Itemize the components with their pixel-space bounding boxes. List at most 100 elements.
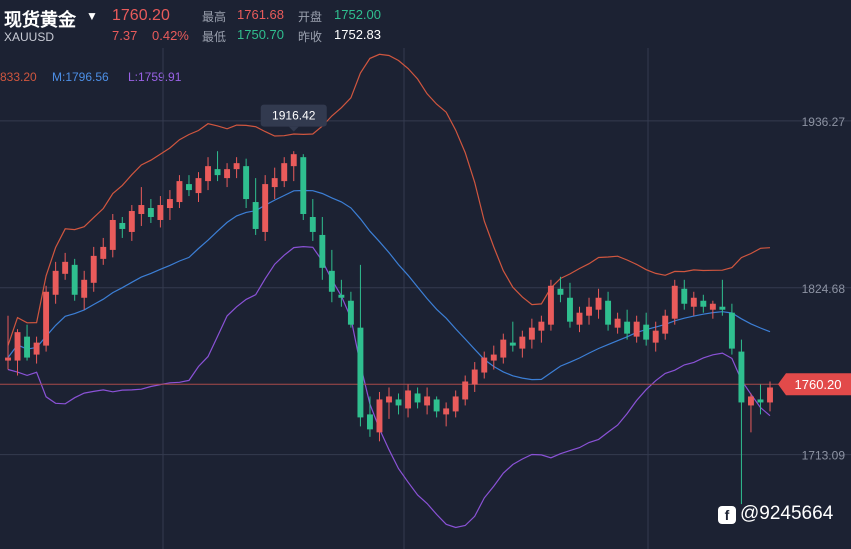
- candle-body: [557, 288, 564, 295]
- platform-logo-icon: f: [718, 506, 736, 524]
- high-value: 1761.68: [237, 7, 284, 22]
- callout-pointer: [288, 126, 299, 132]
- low-label: 最低: [202, 30, 227, 44]
- y-tick-label: 1713.09: [802, 449, 846, 463]
- candle-body: [347, 300, 354, 325]
- candle-body: [700, 300, 707, 307]
- prev-close-label: 昨收: [298, 30, 323, 44]
- candle-body: [738, 351, 745, 403]
- lower-band-value: L:1759.91: [128, 70, 182, 84]
- candle-body: [728, 312, 735, 349]
- candle-body: [328, 270, 335, 292]
- candle-body: [471, 369, 478, 385]
- candle-body: [538, 321, 545, 331]
- candle-body: [662, 315, 669, 334]
- candle-body: [43, 291, 50, 346]
- candle-body: [586, 306, 592, 316]
- middle-band-line: [7, 189, 771, 381]
- candle-body: [681, 288, 688, 304]
- candle-body: [605, 300, 612, 325]
- candle-body: [652, 330, 659, 343]
- candle-body: [14, 332, 21, 361]
- candle-body: [186, 184, 192, 191]
- candle-body: [386, 396, 392, 403]
- candle-body: [519, 336, 526, 349]
- candle-body: [614, 318, 621, 328]
- candle-body: [290, 154, 297, 167]
- candle-body: [109, 219, 116, 250]
- candle-body: [224, 169, 231, 179]
- high-callout: 1916.42: [260, 104, 327, 132]
- candle-body: [195, 178, 202, 194]
- quote-header: 现货黄金 ▼ XAUUSD 1760.20 7.37 0.42% 最高 1761…: [0, 0, 851, 48]
- candle-body: [271, 178, 278, 188]
- high-label: 最高: [202, 10, 227, 24]
- y-tick-label: 1936.27: [802, 115, 846, 129]
- current-price-tag: 1760.20: [778, 373, 851, 396]
- candle-body: [567, 297, 573, 322]
- candle-body: [214, 169, 221, 176]
- candle-body: [157, 205, 164, 220]
- candle-body: [52, 270, 59, 295]
- candle-body: [490, 354, 497, 361]
- candle-body: [376, 399, 383, 433]
- candle-body: [528, 327, 535, 340]
- candle-body: [300, 157, 307, 215]
- price-change: 7.37: [112, 28, 138, 43]
- candle-body: [643, 324, 650, 340]
- candle-body: [309, 216, 316, 232]
- callout-label: 1916.42: [272, 109, 316, 123]
- candle-body: [262, 184, 269, 232]
- instrument-code: XAUUSD: [4, 30, 55, 44]
- candle-body: [119, 222, 126, 229]
- candle-body: [509, 342, 516, 346]
- candle-body: [90, 255, 97, 283]
- candle-body: [452, 396, 459, 412]
- dropdown-caret-icon[interactable]: ▼: [86, 9, 98, 23]
- candle-body: [690, 297, 697, 307]
- candle-body: [166, 199, 173, 209]
- candle-body: [252, 202, 259, 229]
- candle-body: [433, 399, 440, 412]
- callout-box: [260, 104, 327, 127]
- candle-body: [281, 163, 288, 182]
- candle-body: [138, 205, 145, 215]
- candle-body: [709, 303, 716, 310]
- candle-body: [62, 261, 69, 274]
- candle-body: [576, 312, 583, 325]
- candle-body: [357, 327, 364, 418]
- open-value: 1752.00: [334, 7, 381, 22]
- price-tag-shape: [778, 373, 851, 396]
- upper-band-value: 833.20: [0, 70, 37, 84]
- candle-body: [395, 399, 402, 406]
- candle-body: [319, 234, 326, 268]
- candle-body: [424, 396, 431, 406]
- candle-body: [547, 285, 554, 325]
- candle-body: [757, 399, 764, 403]
- candle-body: [462, 381, 469, 400]
- candle-body: [633, 321, 640, 337]
- candle-body: [176, 181, 183, 203]
- prev-close-value: 1752.83: [334, 27, 381, 42]
- candle-body: [24, 336, 31, 358]
- candle-body: [205, 166, 211, 182]
- candle-body: [147, 208, 154, 217]
- candle-body: [5, 357, 11, 361]
- candle-body: [767, 387, 773, 403]
- instrument-title[interactable]: 现货黄金: [4, 10, 76, 31]
- candle-body: [33, 342, 40, 355]
- last-price: 1760.20: [112, 7, 170, 24]
- candle-body: [671, 285, 678, 319]
- candle-body: [443, 408, 450, 415]
- candle-body: [71, 264, 78, 295]
- candle-body: [128, 211, 135, 232]
- y-tick-label: 1824.68: [802, 282, 846, 296]
- candle-body: [100, 246, 107, 259]
- candle-body: [747, 396, 754, 406]
- candle-body: [595, 297, 602, 310]
- candle-body: [81, 279, 88, 298]
- candle-body: [243, 166, 250, 200]
- candle-body: [414, 393, 421, 403]
- candle-body: [500, 339, 507, 358]
